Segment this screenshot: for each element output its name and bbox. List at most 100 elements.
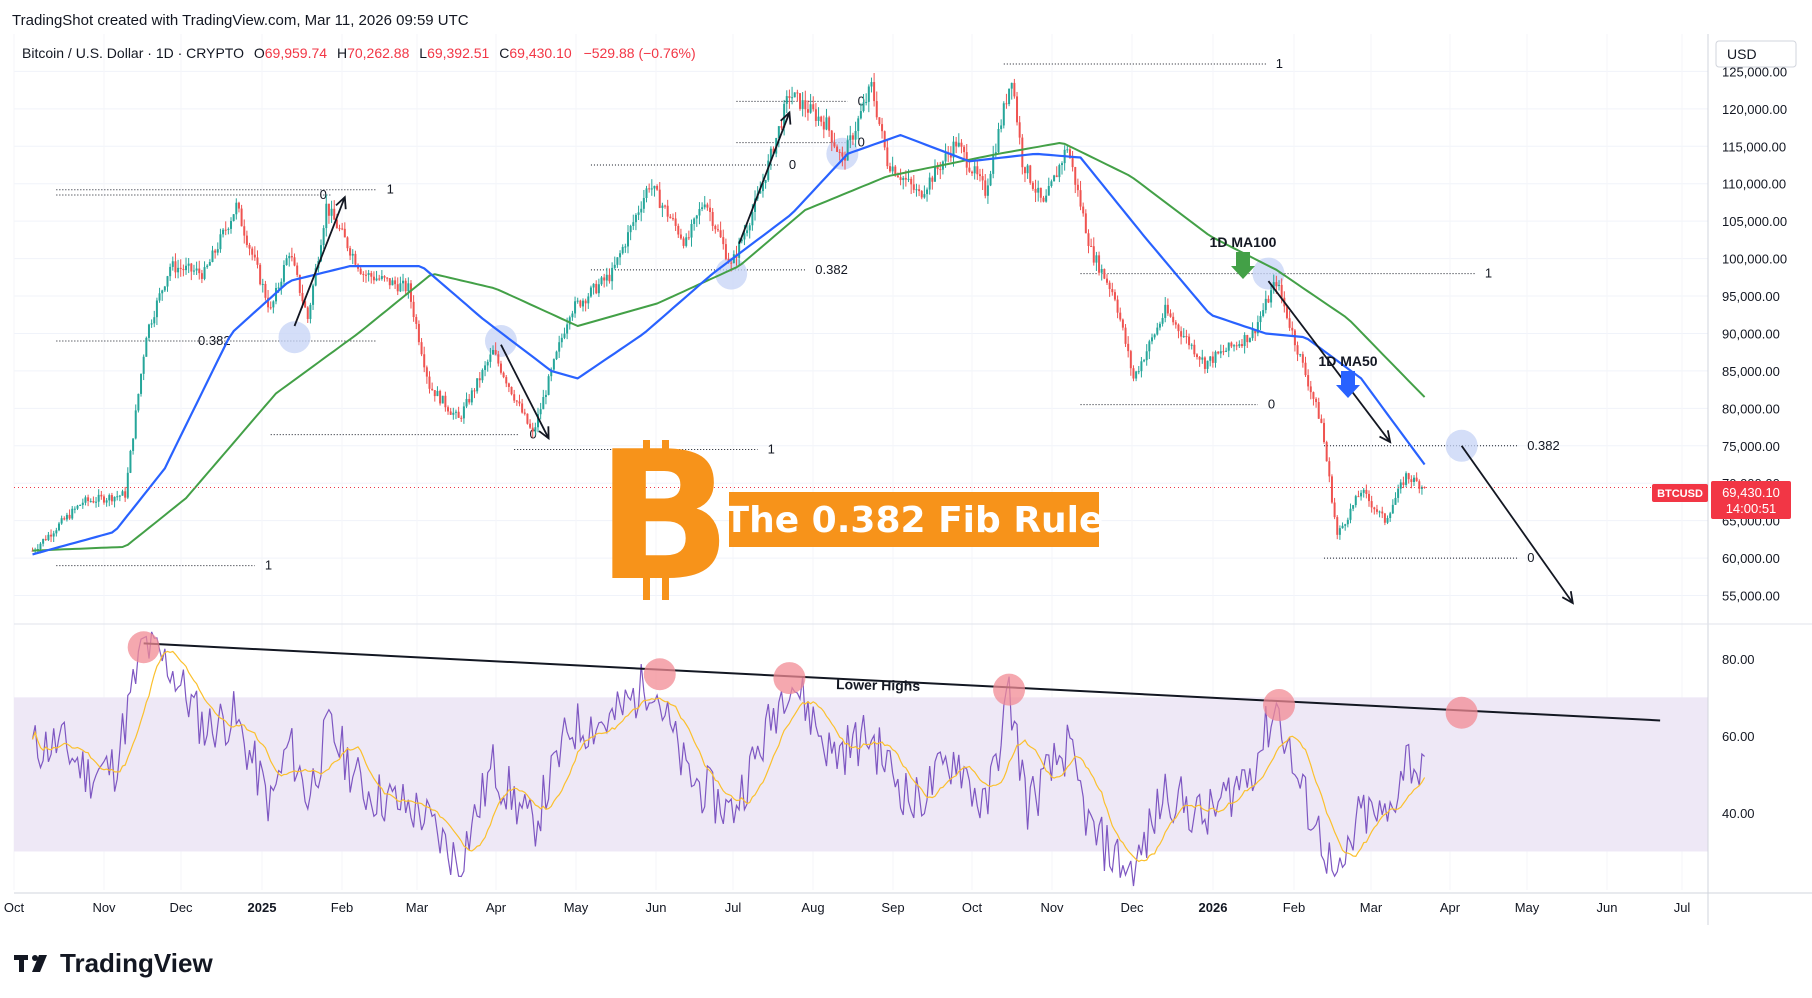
candle-body (343, 228, 346, 238)
candle-body (1394, 497, 1397, 505)
candle-body (836, 146, 839, 152)
candle-body (1391, 504, 1394, 514)
candle-body (431, 388, 434, 391)
candle-body (952, 141, 955, 158)
price-tick-label: 90,000.00 (1722, 326, 1780, 341)
candle-body (616, 257, 619, 265)
candle-body (364, 274, 367, 276)
fib-level-label: 0 (858, 93, 865, 108)
price-tick-label: 110,000.00 (1722, 177, 1786, 192)
candle-body (134, 410, 137, 439)
candle-body (1195, 354, 1198, 357)
last-price-tag: BTCUSD 69,430.10 14:00:51 (1652, 481, 1791, 519)
candle-body (420, 342, 423, 355)
candle-body (454, 411, 457, 413)
candle-body (1323, 422, 1326, 443)
candle-body (709, 207, 712, 213)
candle-body (1121, 319, 1124, 328)
price-axis[interactable]: 125,000.00 120,000.00 115,000.00 110,000.00… (1722, 64, 1787, 821)
candle-body (531, 427, 534, 432)
candle-body (907, 178, 910, 180)
arrowhead-icon (538, 426, 550, 441)
time-axis[interactable]: Oct Nov Dec 2025 Feb Mar Apr May Jun Jul Aug Sep Oct… (4, 900, 1691, 915)
candle-body (521, 403, 524, 413)
currency-button[interactable]: USD (1715, 40, 1797, 68)
candle-body (1217, 351, 1220, 354)
candle-body (928, 177, 931, 190)
candle-body (883, 131, 886, 148)
candle-body (597, 284, 600, 294)
candle-body (1349, 508, 1352, 520)
candle-body (656, 185, 659, 190)
candle-body (140, 373, 143, 394)
candle-body (711, 212, 714, 226)
candle-body (346, 237, 349, 249)
candle-body (301, 292, 304, 302)
candle-body (375, 278, 378, 281)
candle-body (992, 154, 995, 174)
candle-body (68, 514, 71, 519)
candle-body (558, 342, 561, 352)
candle-body (685, 237, 688, 246)
price-tick-label: 100,000.00 (1722, 252, 1787, 267)
time-tick-label: Sep (881, 900, 904, 915)
candle-body (923, 194, 926, 198)
candle-body (547, 376, 550, 395)
candle-body (1087, 233, 1090, 246)
candle-body (1174, 322, 1177, 325)
candle-body (1103, 269, 1106, 279)
candle-body (92, 500, 95, 503)
candle-body (275, 287, 278, 302)
candle-body (1312, 392, 1315, 399)
candle-body (402, 280, 405, 284)
candle-body (304, 301, 307, 308)
candle-body (1256, 322, 1259, 334)
symbol-info[interactable]: Bitcoin / U.S. Dollar · 1D · CRYPTO (22, 45, 244, 61)
candle-body (470, 390, 473, 403)
rsi-tick-label: 60.00 (1722, 729, 1755, 744)
candle-body (1365, 489, 1368, 494)
candle-body (1113, 292, 1116, 300)
candle-body (243, 226, 246, 236)
candle-body (1161, 317, 1164, 324)
candle-body (1293, 330, 1296, 346)
close-label: C (499, 45, 509, 61)
candle-body (126, 472, 129, 498)
candle-body (624, 246, 627, 248)
candle-body (642, 197, 645, 209)
candle-body (1037, 187, 1040, 193)
candle-body (423, 354, 426, 368)
candle-body (155, 300, 158, 318)
candle-body (828, 117, 831, 131)
fib-level-label: 0 (320, 187, 327, 202)
candle-body (341, 228, 344, 230)
candle-body (1230, 342, 1233, 347)
candle-body (267, 297, 270, 308)
candle-body (918, 189, 921, 192)
candle-body (1383, 513, 1386, 523)
candle-body (1346, 519, 1349, 525)
candle-body (730, 262, 733, 264)
candle-body (1090, 245, 1093, 247)
candle-body (216, 249, 219, 253)
candle-body (793, 92, 796, 98)
candle-body (1039, 187, 1042, 198)
candle-body (1288, 318, 1291, 328)
candle-body (595, 283, 598, 294)
candle-body (383, 276, 386, 278)
candle-body (166, 276, 169, 287)
candle-body (719, 230, 722, 238)
candle-body (518, 401, 521, 404)
candle-body (978, 174, 981, 177)
fib-level-label: 1 (1485, 266, 1492, 281)
candle-body (179, 267, 182, 269)
candle-body (613, 264, 616, 268)
rsi-highlight-circle-icon (1263, 689, 1296, 722)
candle-body (1264, 298, 1267, 311)
candle-body (84, 497, 87, 503)
candle-body (391, 280, 394, 286)
candle-body (780, 126, 783, 128)
candle-body (634, 214, 637, 223)
candle-body (1370, 501, 1373, 508)
